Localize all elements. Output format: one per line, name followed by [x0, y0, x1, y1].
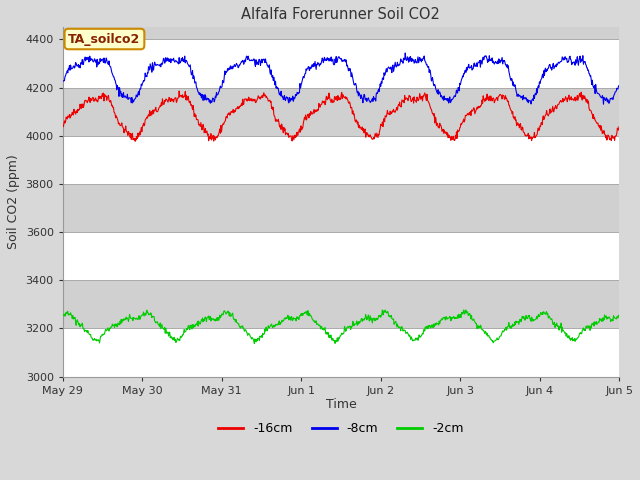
X-axis label: Time: Time: [326, 398, 356, 411]
Bar: [63, 328, 619, 377]
Bar: [63, 39, 619, 87]
Legend: -16cm, -8cm, -2cm: -16cm, -8cm, -2cm: [213, 417, 468, 440]
Text: TA_soilco2: TA_soilco2: [68, 33, 141, 46]
Title: Alfalfa Forerunner Soil CO2: Alfalfa Forerunner Soil CO2: [241, 7, 440, 22]
Bar: [63, 232, 619, 280]
Bar: [63, 136, 619, 184]
Y-axis label: Soil CO2 (ppm): Soil CO2 (ppm): [7, 155, 20, 249]
